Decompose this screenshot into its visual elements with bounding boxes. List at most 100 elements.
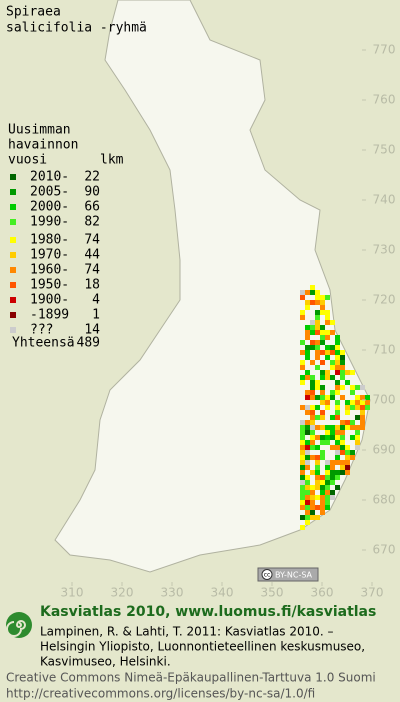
observation-square [325, 375, 330, 380]
legend-count: 1 [92, 308, 100, 323]
observation-square [340, 425, 345, 430]
observation-square [300, 315, 305, 320]
observation-square [325, 470, 330, 475]
observation-square [350, 390, 355, 395]
legend-swatch [10, 252, 16, 258]
observation-square [355, 415, 360, 420]
observation-square [300, 340, 305, 345]
observation-square [335, 380, 340, 385]
observation-square [305, 410, 310, 415]
observation-square [320, 490, 325, 495]
observation-square [355, 425, 360, 430]
observation-square [335, 410, 340, 415]
observation-square [310, 505, 315, 510]
y-tick-label: 710 [373, 343, 396, 357]
observation-square [345, 470, 350, 475]
observation-square [335, 445, 340, 450]
observation-square [310, 345, 315, 350]
observation-square [325, 355, 330, 360]
observation-square [305, 510, 310, 515]
observation-square [315, 340, 320, 345]
observation-square [320, 400, 325, 405]
observation-square [305, 355, 310, 360]
observation-square [325, 495, 330, 500]
observation-square [305, 290, 310, 295]
legend-count: 82 [84, 215, 100, 230]
observation-square [325, 435, 330, 440]
legend-count-header: lkm [100, 153, 124, 168]
observation-square [315, 345, 320, 350]
observation-square [310, 290, 315, 295]
observation-square [335, 355, 340, 360]
observation-square [325, 440, 330, 445]
observation-square [315, 405, 320, 410]
observation-square [315, 330, 320, 335]
badge-box [257, 567, 319, 582]
observation-square [315, 325, 320, 330]
y-tick-label: 730 [373, 243, 396, 257]
observation-square [350, 435, 355, 440]
observation-square [340, 350, 345, 355]
observation-square [325, 295, 330, 300]
y-tick-label: 670 [373, 543, 396, 557]
legend: 2010- 22 2005- 90 2000- 66 1990- 82 1980- 74 1970-… [10, 170, 100, 351]
observation-square [330, 480, 335, 485]
observation-square [340, 420, 345, 425]
total-count: 489 [77, 336, 100, 351]
observation-square [350, 400, 355, 405]
observation-square [315, 425, 320, 430]
legend-label: -1899 [30, 308, 69, 323]
observation-square [320, 385, 325, 390]
observation-square [355, 405, 360, 410]
observation-square [330, 350, 335, 355]
observation-square [325, 430, 330, 435]
observation-square [300, 420, 305, 425]
observation-square [325, 505, 330, 510]
observation-square [320, 410, 325, 415]
observation-square [315, 445, 320, 450]
observation-square [335, 365, 340, 370]
observation-square [335, 455, 340, 460]
observation-square [315, 355, 320, 360]
observation-square [335, 390, 340, 395]
observation-square [325, 315, 330, 320]
observation-square [315, 475, 320, 480]
observation-square [300, 475, 305, 480]
observation-square [300, 495, 305, 500]
observation-square [305, 395, 310, 400]
observation-square [315, 485, 320, 490]
observation-square [350, 385, 355, 390]
observation-square [320, 310, 325, 315]
observation-square [300, 450, 305, 455]
license-line: Creative Commons Nimeä-Epäkaupallinen-Ta… [6, 671, 376, 685]
observation-square [300, 350, 305, 355]
observation-square [335, 440, 340, 445]
observation-square [310, 410, 315, 415]
observation-square [310, 385, 315, 390]
observation-square [320, 370, 325, 375]
observation-square [300, 500, 305, 505]
observation-square [305, 485, 310, 490]
observation-square [355, 400, 360, 405]
observation-square [310, 440, 315, 445]
observation-square [325, 465, 330, 470]
total-label: Yhteensä [12, 336, 75, 351]
observation-square [310, 395, 315, 400]
brand: Kasviatlas 2010, www.luomus.fi/kasviatla… [40, 604, 376, 620]
observation-square [325, 405, 330, 410]
observation-square [340, 440, 345, 445]
observation-square [315, 315, 320, 320]
observation-square [340, 435, 345, 440]
logo-mark [6, 612, 32, 638]
observation-square [300, 440, 305, 445]
observation-square [300, 445, 305, 450]
legend-label: 2005- [30, 185, 69, 200]
legend-swatch [10, 204, 16, 210]
observation-square [310, 430, 315, 435]
citation-line: Lampinen, R. & Lahti, T. 2011: Kasviatla… [40, 625, 334, 639]
observation-square [300, 505, 305, 510]
observation-square [330, 475, 335, 480]
observation-square [310, 425, 315, 430]
observation-square [345, 370, 350, 375]
legend-label: 1950- [30, 278, 69, 293]
